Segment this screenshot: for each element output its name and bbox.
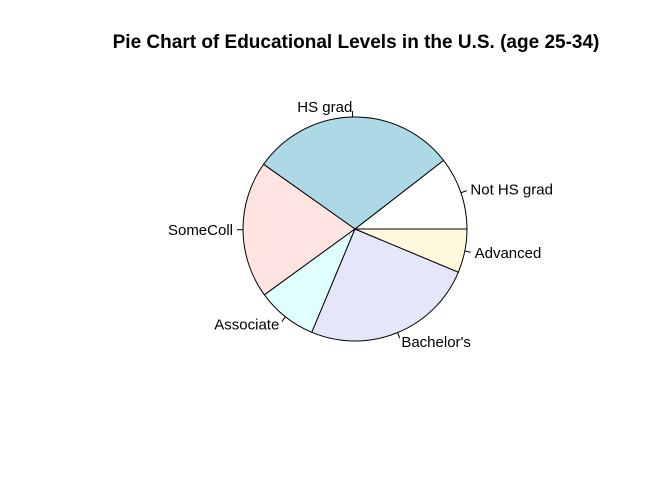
pie-label: Associate <box>214 317 279 334</box>
pie-slice-somecoll <box>242 163 356 296</box>
pie-label: Advanced <box>475 245 542 262</box>
pie-label: HS grad <box>297 99 352 116</box>
pie-label: Not HS grad <box>470 181 553 198</box>
chart-title: Pie Chart of Educational Levels in the U… <box>113 32 600 53</box>
pie-label: Bachelor's <box>401 334 471 351</box>
pie-labels: Not HS grad HS grad SomeColl Associate Bache… <box>168 99 553 351</box>
pie-slice-not-hs-grad <box>353 159 468 230</box>
pie-tick <box>464 250 471 253</box>
pie-slices <box>242 116 468 342</box>
pie-label: SomeColl <box>168 222 233 239</box>
pie-tick <box>460 190 467 194</box>
pie-label-ticks <box>236 111 471 339</box>
pie-tick <box>397 332 401 339</box>
pie-tick <box>281 316 286 322</box>
